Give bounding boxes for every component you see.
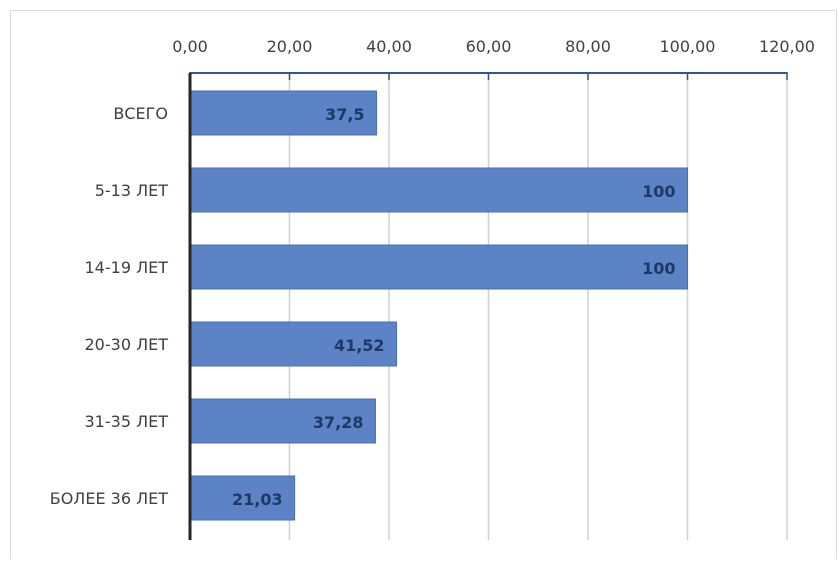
value-label: 37,5 bbox=[325, 105, 364, 124]
category-label: 31-35 ЛЕТ bbox=[85, 412, 169, 431]
value-label: 21,03 bbox=[232, 490, 283, 509]
x-tick-label: 20,00 bbox=[267, 37, 313, 56]
x-tick-label: 40,00 bbox=[366, 37, 412, 56]
bars bbox=[189, 90, 688, 521]
chart-frame bbox=[10, 10, 837, 559]
bar bbox=[189, 321, 398, 367]
axes bbox=[188, 72, 788, 540]
bar bbox=[189, 244, 688, 290]
category-label: БОЛЕЕ 36 ЛЕТ bbox=[50, 489, 168, 508]
category-label: 14-19 ЛЕТ bbox=[85, 258, 169, 277]
x-tick-labels: 0,00 20,00 40,00 60,00 80,00 100,00 120,00 bbox=[172, 37, 815, 56]
bar bbox=[189, 398, 376, 444]
category-label: 20-30 ЛЕТ bbox=[85, 335, 169, 354]
value-label: 100 bbox=[642, 259, 675, 278]
x-tick-label: 100,00 bbox=[660, 37, 716, 56]
x-tick-label: 60,00 bbox=[466, 37, 512, 56]
category-labels: ВСЕГО 5-13 ЛЕТ 14-19 ЛЕТ 20-30 ЛЕТ 31-35 ЛЕТ… bbox=[50, 104, 168, 508]
category-label: ВСЕГО bbox=[113, 104, 168, 123]
x-tick-label: 0,00 bbox=[172, 37, 208, 56]
value-label: 37,28 bbox=[313, 413, 364, 432]
value-label: 100 bbox=[642, 182, 675, 201]
gridlines bbox=[288, 73, 788, 540]
x-tick-label: 80,00 bbox=[565, 37, 611, 56]
value-labels: 37,5 100 100 41,52 37,28 21,03 bbox=[232, 105, 675, 509]
category-label: 5-13 ЛЕТ bbox=[95, 181, 169, 200]
value-label: 41,52 bbox=[334, 336, 385, 355]
x-tick-label: 120,00 bbox=[759, 37, 815, 56]
bar bbox=[189, 167, 688, 213]
